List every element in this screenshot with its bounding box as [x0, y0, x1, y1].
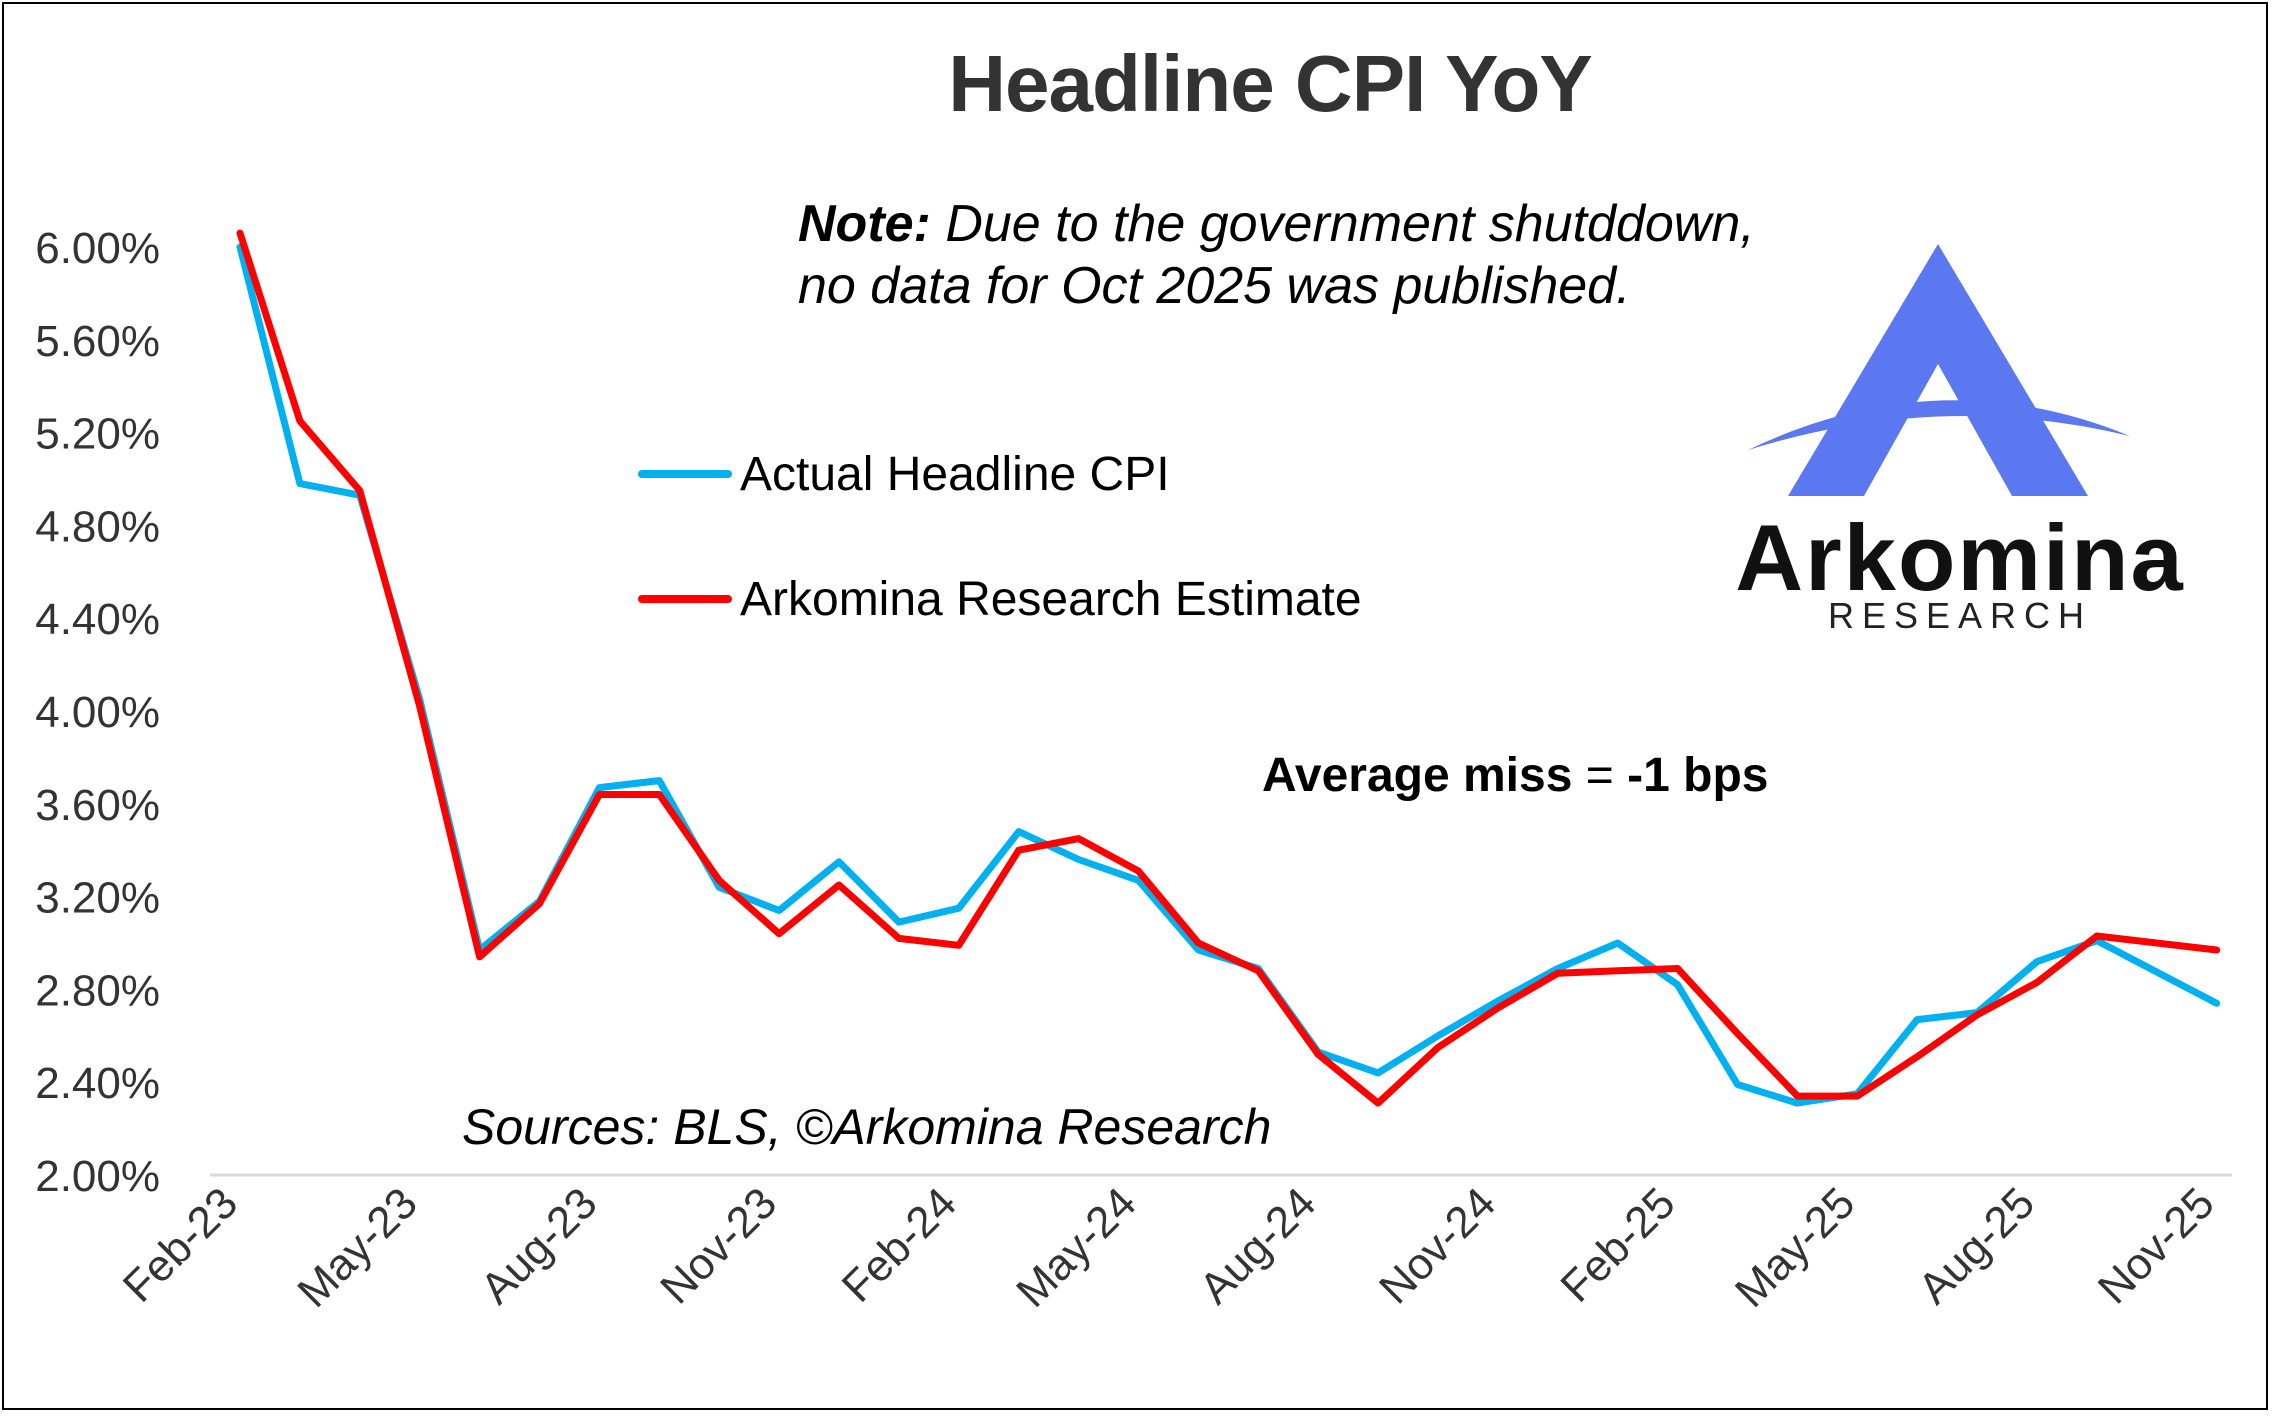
avg-equals: =: [1572, 749, 1628, 802]
x-tick-label: Aug-24: [1190, 1178, 1325, 1313]
x-tick-label: May-23: [288, 1178, 426, 1316]
x-tick-label: Nov-25: [2089, 1178, 2224, 1313]
x-tick-label: Nov-24: [1370, 1178, 1505, 1313]
y-tick-label: 4.40%: [35, 595, 160, 644]
y-axis-ticks: 2.00% 2.40% 2.80% 3.20% 3.60% 4.00% 4.40% 4.80%…: [35, 224, 160, 1201]
legend-item-actual: Actual Headline CPI: [638, 444, 1170, 504]
logo-subtitle: RESEARCH: [1827, 595, 2093, 636]
y-tick-label: 3.20%: [35, 874, 160, 923]
y-tick-label: 3.60%: [35, 781, 160, 830]
x-tick-label: Nov-23: [651, 1178, 786, 1313]
logo-mark-icon: [1748, 244, 2130, 496]
x-tick-label: Feb-24: [833, 1178, 966, 1311]
legend-label-estimate: Arkomina Research Estimate: [740, 572, 1362, 626]
series-layer: [236, 229, 2221, 1107]
x-tick-label: Aug-23: [471, 1178, 606, 1313]
y-tick-label: 5.20%: [35, 410, 160, 459]
y-tick-label: 2.00%: [35, 1152, 160, 1201]
legend-item-estimate: Arkomina Research Estimate: [638, 569, 1362, 629]
arkomina-logo: Arkomina RESEARCH: [1660, 240, 2220, 640]
y-tick-label: 5.60%: [35, 317, 160, 366]
logo-wordmark: Arkomina: [1735, 505, 2185, 610]
y-tick-label: 2.80%: [35, 966, 160, 1015]
x-axis-ticks: Feb-23 May-23 Aug-23 Nov-23 Feb-24 May-24 Aug-…: [114, 1178, 2224, 1316]
y-tick-label: 4.00%: [35, 688, 160, 737]
note-line-2: no data for Oct 2025 was published.: [798, 257, 1631, 315]
note-bold: Note:: [798, 195, 931, 253]
y-tick-label: 4.80%: [35, 502, 160, 551]
note-line-1: Note: Due to the government shutddown,: [798, 193, 1755, 255]
x-tick-label: Aug-25: [1909, 1178, 2044, 1313]
legend-label-actual: Actual Headline CPI: [740, 447, 1170, 501]
x-tick-label: May-25: [1726, 1178, 1864, 1316]
series-line-estimate: [236, 229, 2221, 1107]
shutdown-note: Note: Due to the government shutddown, n…: [798, 193, 1755, 317]
x-tick-label: Feb-25: [1551, 1178, 1684, 1311]
avg-label: Average miss: [1262, 749, 1573, 802]
average-miss-annotation: Average miss = -1 bps: [1262, 748, 1768, 803]
x-tick-label: May-24: [1007, 1178, 1145, 1316]
legend-swatch-actual: [638, 470, 732, 478]
y-tick-label: 6.00%: [35, 224, 160, 273]
note-text-1: Due to the government shutddown,: [930, 195, 1755, 253]
avg-value: -1 bps: [1627, 749, 1769, 802]
sources-note: Sources: BLS, ©Arkomina Research: [462, 1099, 1272, 1155]
y-tick-label: 2.40%: [35, 1059, 160, 1108]
legend-swatch-estimate: [638, 595, 732, 603]
chart-title: Headline CPI YoY: [948, 39, 1592, 128]
